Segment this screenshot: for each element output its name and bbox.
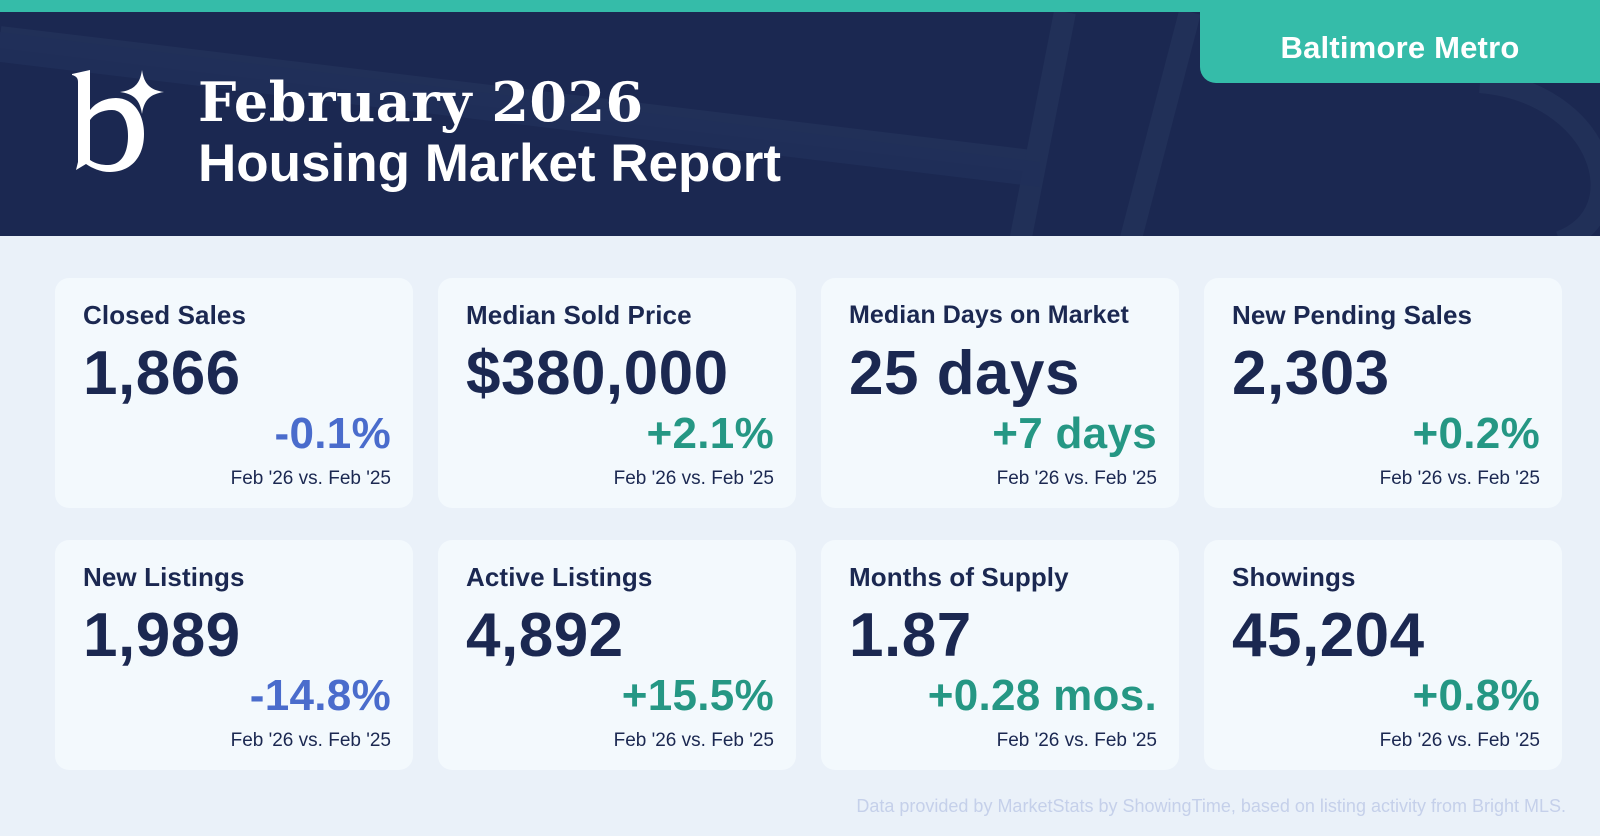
metric-card-active-listings: Active Listings 4,892 +15.5% Feb '26 vs.… (438, 540, 796, 770)
report-title: February 2026 Housing Market Report (198, 70, 781, 196)
region-badge: Baltimore Metro (1200, 12, 1600, 83)
metrics-grid: Closed Sales 1,866 -0.1% Feb '26 vs. Feb… (55, 278, 1563, 770)
metric-card-median-sold-price: Median Sold Price $380,000 +2.1% Feb '26… (438, 278, 796, 508)
data-source-footnote: Data provided by MarketStats by ShowingT… (856, 796, 1566, 816)
metric-value: 4,892 (466, 601, 624, 670)
metric-value: 1,866 (83, 339, 241, 408)
metric-comparison-period: Feb '26 vs. Feb '25 (996, 468, 1157, 489)
metric-label: New Pending Sales (1232, 300, 1473, 330)
report-month-title: February 2026 (198, 70, 644, 134)
metric-label: Showings (1232, 562, 1356, 592)
metric-change: +0.28 mos. (927, 671, 1157, 720)
report-subtitle: Housing Market Report (198, 134, 782, 193)
background-decoration-icon (0, 12, 1600, 236)
metric-comparison-period: Feb '26 vs. Feb '25 (1379, 468, 1540, 489)
metric-value: 25 days (849, 339, 1081, 408)
metric-comparison-period: Feb '26 vs. Feb '25 (613, 468, 774, 489)
metric-comparison-period: Feb '26 vs. Feb '25 (230, 730, 391, 751)
top-accent-stripe (0, 0, 1600, 12)
metric-value: $380,000 (466, 339, 729, 408)
metric-card-months-of-supply: Months of Supply 1.87 +0.28 mos. Feb '26… (821, 540, 1179, 770)
metric-comparison-period: Feb '26 vs. Feb '25 (613, 730, 774, 751)
metric-change: +15.5% (621, 671, 774, 720)
b-sparkle-logo-icon (72, 70, 164, 172)
metric-change: +0.8% (1412, 671, 1540, 720)
metric-change: -14.8% (249, 671, 391, 720)
metric-label: Closed Sales (83, 300, 247, 330)
metric-card-median-days-on-market: Median Days on Market 25 days +7 days Fe… (821, 278, 1179, 508)
metric-value: 1.87 (849, 601, 972, 670)
metric-value: 1,989 (83, 601, 241, 670)
metric-label: New Listings (83, 562, 245, 592)
metric-change: +0.2% (1412, 409, 1540, 458)
metric-change: +7 days (992, 409, 1157, 458)
metric-value: 2,303 (1232, 339, 1390, 408)
metric-change: -0.1% (274, 409, 391, 458)
metric-label: Months of Supply (849, 562, 1069, 592)
metric-change: +2.1% (646, 409, 774, 458)
metric-value: 45,204 (1232, 601, 1425, 670)
metric-card-new-pending-sales: New Pending Sales 2,303 +0.2% Feb '26 vs… (1204, 278, 1562, 508)
metric-card-closed-sales: Closed Sales 1,866 -0.1% Feb '26 vs. Feb… (55, 278, 413, 508)
metric-label: Active Listings (466, 562, 653, 592)
metric-label: Median Sold Price (466, 300, 692, 330)
metric-card-new-listings: New Listings 1,989 -14.8% Feb '26 vs. Fe… (55, 540, 413, 770)
metric-comparison-period: Feb '26 vs. Feb '25 (996, 730, 1157, 751)
metric-label: Median Days on Market (849, 301, 1129, 329)
metric-comparison-period: Feb '26 vs. Feb '25 (230, 468, 391, 489)
metric-card-showings: Showings 45,204 +0.8% Feb '26 vs. Feb '2… (1204, 540, 1562, 770)
metric-comparison-period: Feb '26 vs. Feb '25 (1379, 730, 1540, 751)
